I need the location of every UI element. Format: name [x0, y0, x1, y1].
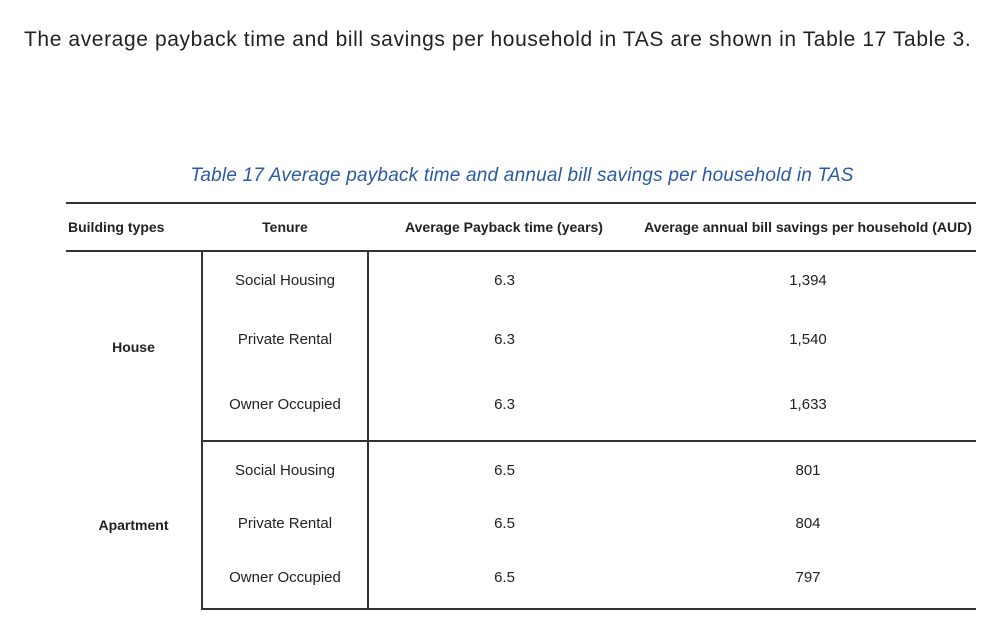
table-header-row: Building types Tenure Average Payback ti…: [66, 202, 976, 252]
payback-cell: 6.3: [494, 330, 515, 348]
payback-cell: 6.3: [494, 272, 515, 289]
tenure-cell: Private Rental: [202, 499, 369, 547]
table-row: Owner Occupied 6.3 1,633: [66, 369, 976, 442]
table-row: Private Rental 6.5 804: [66, 499, 976, 547]
tenure-cell: Social Housing: [202, 251, 369, 309]
intro-paragraph: The average payback time and bill saving…: [24, 28, 972, 51]
table-row: House Social Housing 6.3 1,394: [66, 251, 976, 441]
savings-cell: 797: [640, 547, 976, 610]
tenure-cell: Private Rental: [202, 309, 369, 369]
payback-cell: 6.5: [368, 547, 640, 610]
tenure-cell: Social Housing: [202, 441, 369, 499]
header-annual-savings: Average annual bill savings per househol…: [640, 202, 976, 252]
savings-cell: 804: [795, 514, 821, 532]
tenure-cell: Owner Occupied: [202, 547, 369, 610]
payback-table-container: Building types Tenure Average Payback ti…: [66, 202, 976, 610]
payback-cell: 6.5: [494, 462, 515, 479]
savings-cell: 1,394: [789, 272, 827, 289]
savings-cell: 1,540: [789, 330, 827, 348]
payback-cell: 6.5: [494, 514, 515, 532]
savings-cell: 1,633: [640, 369, 976, 442]
building-type-apartment: Apartment: [66, 441, 203, 609]
table-row: Private Rental 6.3 1,540: [66, 309, 976, 369]
building-type-house: House: [66, 251, 203, 441]
tenure-cell: Owner Occupied: [202, 369, 369, 442]
header-tenure: Tenure: [202, 202, 368, 252]
payback-cell: 6.3: [368, 369, 640, 442]
savings-cell: 801: [795, 462, 821, 479]
table-row: Owner Occupied 6.5 797: [66, 547, 976, 610]
payback-savings-table: Building types Tenure Average Payback ti…: [66, 202, 976, 610]
header-building-types: Building types: [66, 202, 202, 252]
table-row: Apartment Social Housing 6.5 801: [66, 441, 976, 609]
header-payback-time: Average Payback time (years): [368, 202, 640, 252]
table-caption: Table 17 Average payback time and annual…: [190, 165, 854, 186]
